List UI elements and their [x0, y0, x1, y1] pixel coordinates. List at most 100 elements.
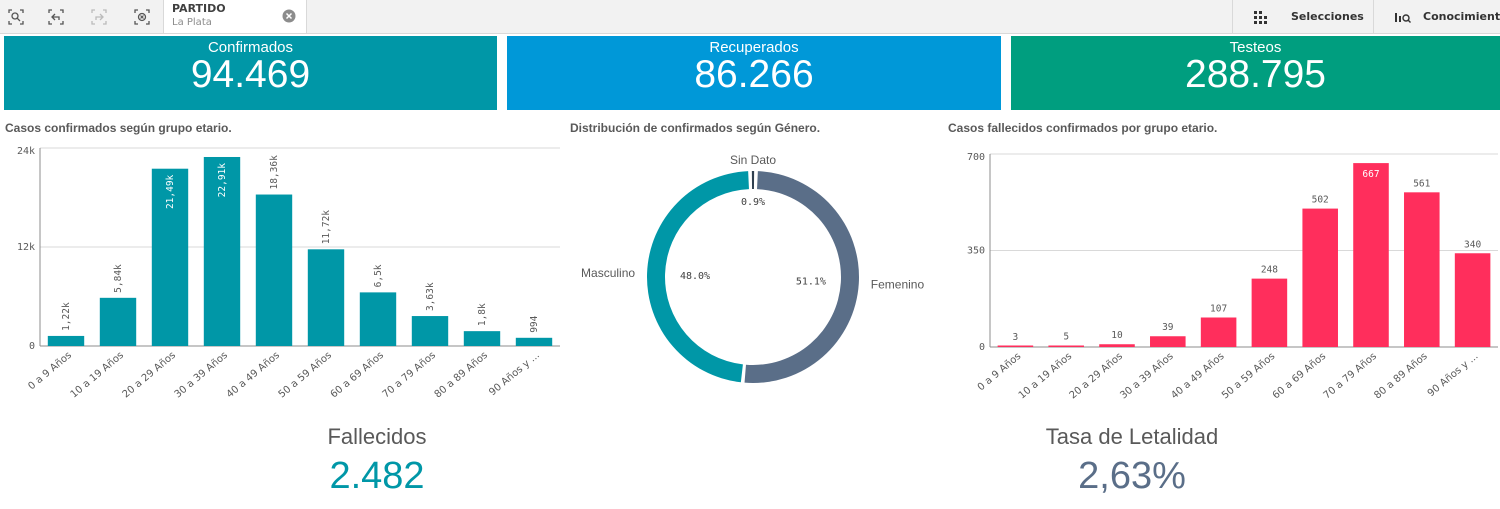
donut-slice — [647, 171, 749, 383]
y-tick-label: 24k — [17, 146, 35, 157]
x-category-label: 50 a 59 Años — [1220, 351, 1277, 402]
bar-value-label: 1,8k — [477, 303, 488, 326]
bar — [47, 335, 85, 346]
y-tick-label: 700 — [967, 152, 985, 163]
bar — [1048, 345, 1084, 347]
x-category-label: 70 a 79 Años — [1322, 351, 1379, 402]
step-forward-icon — [91, 9, 107, 25]
search-icon — [8, 9, 24, 25]
kpi-label: Confirmados — [207, 39, 294, 56]
clear-selections-icon — [134, 9, 150, 25]
x-category-label: 20 a 29 Años — [121, 350, 178, 401]
smart-search-button[interactable] — [5, 6, 27, 28]
toolbar-separator — [1373, 0, 1374, 33]
chart-title-confirmados: Casos confirmados según grupo etario. — [5, 121, 232, 135]
bar — [307, 249, 345, 346]
bar-value-label: 22,91k — [217, 163, 228, 198]
step-back-button[interactable] — [45, 6, 67, 28]
fallecidos-value: 2.482 — [329, 455, 425, 497]
bar-chart-fallecidos[interactable]: 0 350 700 3 0 a 9 Años 5 10 a 19 Años 10 20 a 29… — [945, 140, 1500, 410]
selecciones-button[interactable]: Selecciones — [1254, 0, 1364, 33]
kpi-value: 86.266 — [694, 53, 814, 96]
kpi-label: Testeos — [1229, 39, 1282, 56]
x-category-label: 30 a 39 Años — [173, 350, 230, 401]
bar — [1404, 192, 1440, 347]
bar-value-label: 502 — [1312, 195, 1329, 206]
selection-chip-partido[interactable]: PARTIDO La Plata — [163, 0, 307, 33]
x-category-label: 10 a 19 Años — [1017, 351, 1074, 402]
x-category-label: 50 a 59 Años — [277, 350, 334, 401]
bar-value-label: 561 — [1413, 178, 1430, 189]
bar — [99, 297, 137, 346]
bar — [1150, 336, 1186, 347]
grid-icon — [1254, 10, 1267, 24]
bar-value-label: 994 — [529, 315, 540, 332]
clear-selections-button[interactable] — [131, 6, 153, 28]
bar-value-label: 10 — [1111, 330, 1123, 341]
y-tick-label: 12k — [17, 242, 35, 253]
close-icon[interactable] — [282, 9, 296, 23]
bar — [1454, 253, 1491, 347]
toolbar-separator — [1232, 0, 1233, 33]
bar-value-label: 11,72k — [321, 210, 332, 245]
bar — [151, 168, 189, 346]
kpi-value: 288.795 — [1185, 53, 1326, 96]
slice-category-label: Masculino — [581, 266, 635, 280]
letalidad-value: 2,63% — [1078, 455, 1186, 497]
y-tick-label: 0 — [29, 341, 35, 352]
bar — [359, 292, 397, 346]
bar-value-label: 3 — [1013, 332, 1019, 343]
slice-value-label: 51.1% — [796, 277, 826, 288]
bar-value-label: 5 — [1063, 332, 1069, 343]
y-tick-label: 0 — [979, 342, 985, 353]
x-category-label: 80 a 89 Años — [433, 350, 490, 401]
fallecidos-label: Fallecidos — [327, 424, 427, 449]
kpi-testeos[interactable]: Testeos 288.795 — [1011, 36, 1500, 110]
x-category-label: 20 a 29 Años — [1068, 351, 1125, 402]
bar-value-label: 107 — [1210, 303, 1227, 314]
bar-value-label: 6,5k — [373, 264, 384, 287]
conocimiento-button[interactable]: Conocimiento — [1395, 0, 1500, 33]
kpi-recuperados[interactable]: Recuperados 86.266 — [507, 36, 1001, 110]
bar — [1099, 344, 1135, 347]
donut-chart-genero[interactable]: 51.1% Femenino 48.0% Masculino 0.9% Sin Dato — [565, 140, 945, 400]
bar — [997, 345, 1034, 347]
chart-title-fallecidos: Casos fallecidos confirmados por grupo e… — [948, 121, 1218, 135]
selection-field-value: La Plata — [172, 17, 212, 28]
slice-category-label: Sin Dato — [730, 153, 776, 167]
bar-value-label: 39 — [1162, 322, 1174, 333]
toolbar: PARTIDO La Plata Selecciones Conocimient… — [0, 0, 1500, 34]
x-category-label: 90 Años y ... — [1426, 351, 1481, 399]
x-category-label: 30 a 39 Años — [1118, 351, 1175, 402]
x-category-label: 90 Años y ... — [487, 350, 542, 398]
slice-value-label: 0.9% — [741, 197, 765, 208]
kpi-value: 94.469 — [190, 53, 311, 96]
bar — [463, 331, 501, 346]
kpi-confirmados[interactable]: Confirmados 94.469 — [4, 36, 497, 110]
selecciones-label: Selecciones — [1291, 10, 1364, 23]
x-category-label: 40 a 49 Años — [1169, 351, 1226, 402]
conocimiento-label: Conocimiento — [1423, 10, 1500, 23]
bar — [1353, 163, 1389, 347]
x-category-label: 60 a 69 Años — [1271, 351, 1328, 402]
insight-icon — [1395, 12, 1411, 23]
x-category-label: 0 a 9 Años — [976, 351, 1024, 393]
bar — [1200, 317, 1237, 347]
y-tick-label: 350 — [967, 246, 985, 257]
slice-value-label: 48.0% — [680, 271, 710, 282]
letalidad-label: Tasa de Letalidad — [1045, 424, 1219, 449]
x-category-label: 0 a 9 Años — [26, 350, 74, 392]
step-forward-button[interactable] — [88, 6, 110, 28]
kpi-label: Recuperados — [709, 39, 799, 56]
bar-value-label: 18,36k — [269, 155, 280, 190]
bar — [515, 337, 553, 346]
bar-value-label: 340 — [1464, 239, 1481, 250]
donut-slice — [751, 171, 755, 190]
bar — [1251, 278, 1288, 347]
bar-value-label: 21,49k — [165, 174, 176, 209]
bar — [255, 194, 293, 346]
selection-field-name: PARTIDO — [172, 2, 226, 15]
bar — [1302, 208, 1338, 347]
x-category-label: 60 a 69 Años — [329, 350, 386, 401]
